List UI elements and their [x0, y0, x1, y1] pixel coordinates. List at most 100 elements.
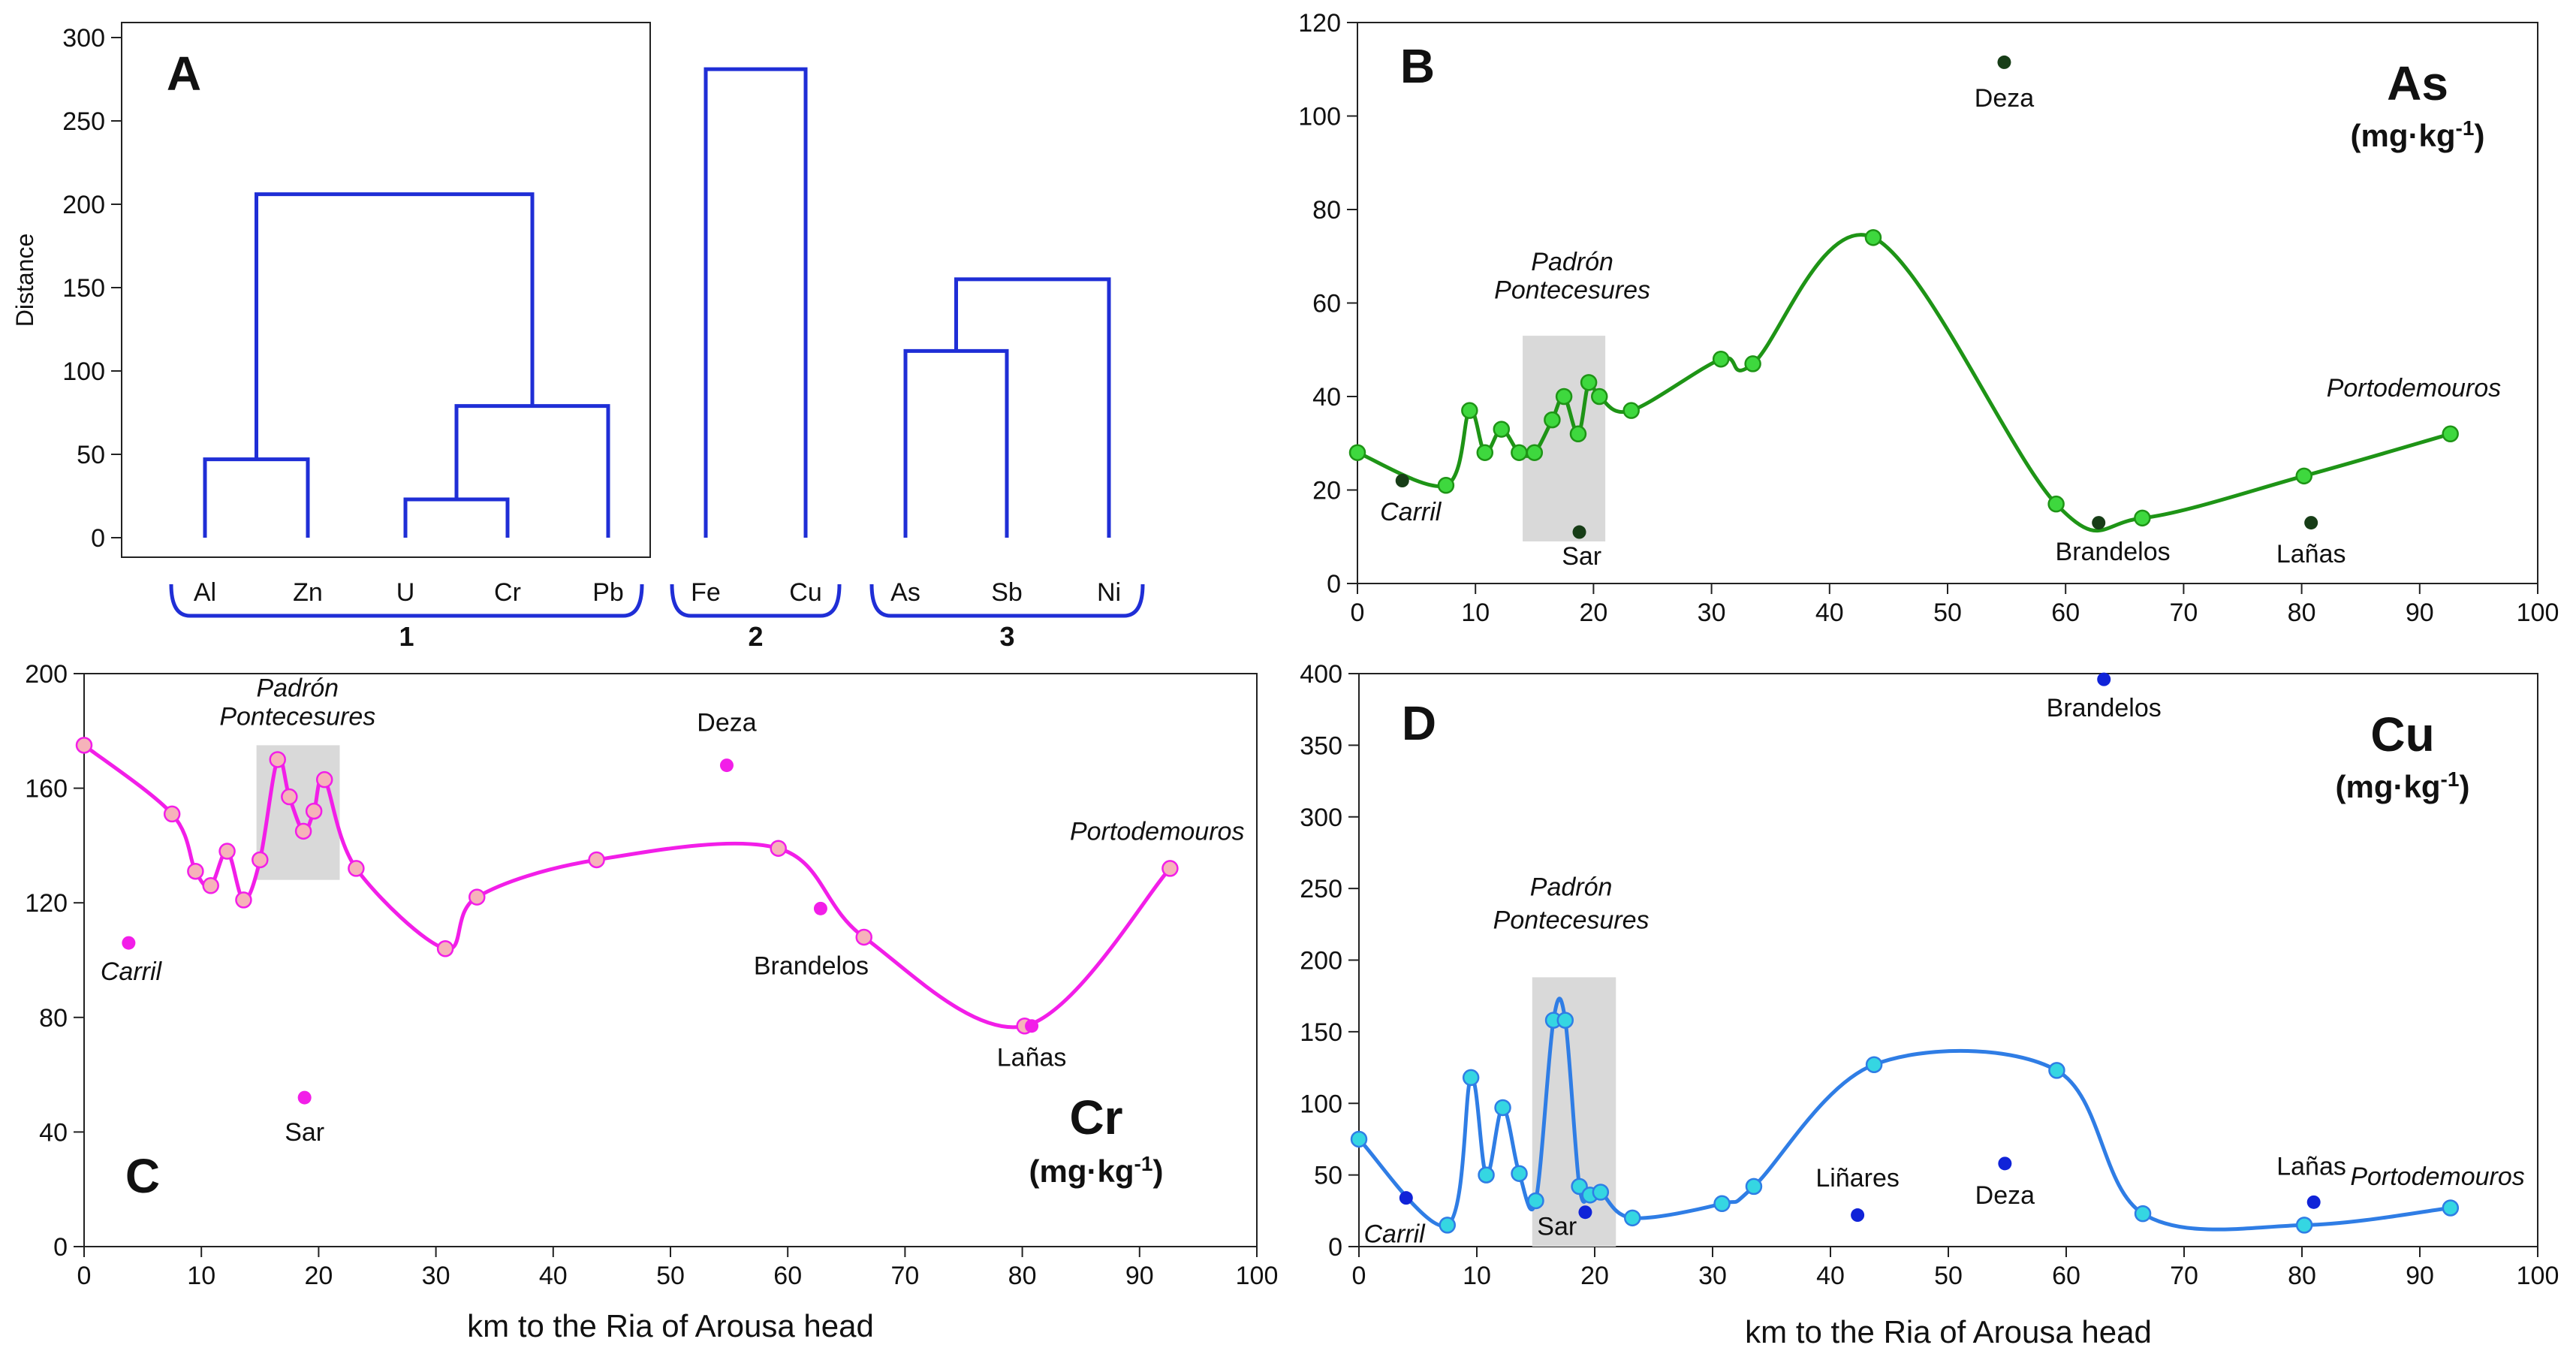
panel-b-data-point: [2047, 495, 2065, 513]
panel-d-data-point: [1865, 1056, 1883, 1073]
panel-d-xtick-label: 60: [2052, 1262, 2080, 1290]
panel-a-ytick-label: 0: [91, 524, 105, 553]
panel-d-xtick-label: 70: [2170, 1262, 2198, 1290]
panel-c-data-point: [588, 851, 605, 869]
leaf-label-zn: Zn: [293, 578, 323, 607]
panel-d-xtick-label: 30: [1698, 1262, 1727, 1290]
panel-b-annotation: Brandelos: [2056, 538, 2171, 566]
panel-b-data-point: [1476, 444, 1494, 461]
panel-b-data-point: [1437, 477, 1455, 494]
panel-d-data-point: [2295, 1217, 2313, 1234]
panel-b-data-point: [1544, 411, 1561, 429]
panel-d-ytick-label: 100: [1300, 1090, 1342, 1118]
panel-c-annotation: Carril: [101, 957, 163, 986]
panel-b-xtick-label: 60: [2051, 599, 2080, 627]
panel-c-data-point: [855, 928, 872, 946]
panel-d-ytick-label: 300: [1300, 804, 1342, 832]
panel-b-tributary-point: [2304, 516, 2318, 530]
panel-b-xtick-label: 0: [1351, 599, 1365, 627]
panel-b-xtick-label: 40: [1815, 599, 1844, 627]
leaf-label-u: U: [396, 578, 415, 607]
leaf-label-ni: Ni: [1097, 578, 1121, 607]
panel-d-annotation: Carril: [1363, 1220, 1426, 1248]
panel-d-data-point: [1745, 1178, 1763, 1196]
panel-d-data-point: [1623, 1209, 1641, 1227]
panel-b-ytick-label: 20: [1312, 477, 1341, 505]
panel-d-tributary-point: [2097, 672, 2111, 686]
panel-b-tributary-point: [2092, 516, 2106, 530]
group-label-1: 1: [399, 621, 414, 652]
panel-d-annotation: Deza: [1975, 1181, 2035, 1210]
panel-b-data-point: [1712, 350, 1730, 368]
panel-c-xtick-label: 10: [187, 1262, 215, 1290]
panel-c-data-point: [770, 840, 787, 857]
panel-d-data-point: [1713, 1195, 1731, 1213]
panel-b-unit-label: (mg·kg-1): [2351, 116, 2485, 154]
leaf-label-cu: Cu: [789, 578, 821, 607]
panel-c-tributary-point: [122, 936, 136, 950]
panel-d-data-point: [1511, 1165, 1528, 1182]
panel-d-data-point: [1527, 1192, 1544, 1210]
panel-c-xtick-label: 80: [1008, 1262, 1037, 1290]
panel-d-ytick-label: 200: [1300, 947, 1342, 976]
panel-d-label: D: [1402, 696, 1436, 750]
panel-d-tributary-point: [1399, 1191, 1413, 1205]
group-label-2: 2: [748, 621, 763, 652]
panel-a-ytick-label: 250: [62, 107, 105, 136]
panel-b-annotation: Pontecesures: [1494, 276, 1650, 304]
panel-c-annotation: Padrón: [256, 674, 339, 703]
panel-c-ytick-label: 80: [39, 1004, 68, 1033]
panel-b-xtick-label: 70: [2169, 599, 2198, 627]
dendrogram-link: [403, 497, 510, 538]
panel-d-annotation: Portodemouros: [2350, 1162, 2524, 1191]
panel-d-xlabel: km to the Ria of Arousa head: [1745, 1314, 2152, 1349]
panel-b-data-point: [1511, 444, 1528, 461]
panel-d-xtick-label: 20: [1580, 1262, 1609, 1290]
panel-d-data-point: [1556, 1012, 1574, 1029]
panel-b-data-point: [1864, 229, 1882, 246]
panel-a-ytick-label: 100: [62, 357, 105, 386]
panel-c-data-point: [235, 891, 252, 909]
group-bracket: [869, 583, 1145, 618]
panel-b-data-point: [2295, 467, 2312, 485]
panel-b-shaded-region: [1523, 336, 1606, 541]
panel-c-xtick-label: 50: [656, 1262, 685, 1290]
panel-d-annotation: Padrón: [1530, 873, 1613, 902]
panel-b-xtick-label: 90: [2406, 599, 2434, 627]
panel-c-xtick-label: 0: [77, 1262, 92, 1290]
panel-c-data-point: [436, 939, 454, 957]
panel-b-data-point: [1348, 444, 1366, 461]
panel-d-annotation: Liñares: [1815, 1164, 1900, 1193]
panel-d-data-point: [1462, 1069, 1480, 1087]
panel-d-tributary-point: [1998, 1156, 2012, 1171]
group-bracket: [670, 583, 842, 618]
panel-c-data-point: [269, 751, 286, 768]
panel-b-tributary-point: [1997, 55, 2011, 69]
panel-d-ytick-label: 400: [1300, 660, 1342, 689]
panel-b-data-point: [1555, 387, 1573, 406]
panel-d-element-label: Cu: [2370, 707, 2434, 761]
panel-c-annotation: Lañas: [997, 1044, 1067, 1072]
panel-b-xtick-label: 80: [2288, 599, 2316, 627]
leaf-label-cr: Cr: [494, 578, 521, 607]
panel-b-xtick-label: 50: [1933, 599, 1962, 627]
panel-c-data-point: [252, 851, 269, 869]
panel-b-ytick-label: 80: [1312, 196, 1341, 225]
panel-b-ytick-label: 0: [1327, 570, 1341, 599]
panel-c-ytick-label: 120: [25, 889, 68, 918]
panel-b-annotation: Lañas: [2276, 540, 2346, 568]
panel-a-ylabel: Distance: [11, 234, 38, 327]
panel-b-data-point: [2442, 425, 2459, 443]
panel-a-label: A: [167, 47, 201, 101]
dendrogram-link: [454, 404, 610, 538]
panel-b-annotation: Carril: [1380, 498, 1442, 526]
panel-c-unit-label: (mg·kg-1): [1029, 1152, 1164, 1190]
panel-b-data-point: [1461, 402, 1478, 419]
panel-d-annotation: Lañas: [2276, 1153, 2346, 1181]
panel-d-xtick-label: 10: [1463, 1262, 1491, 1290]
panel-c-data-point: [75, 737, 93, 754]
panel-c-data-point: [294, 822, 312, 840]
panel-d-ytick-label: 150: [1300, 1018, 1342, 1047]
panel-a-ytick-label: 150: [62, 274, 105, 303]
